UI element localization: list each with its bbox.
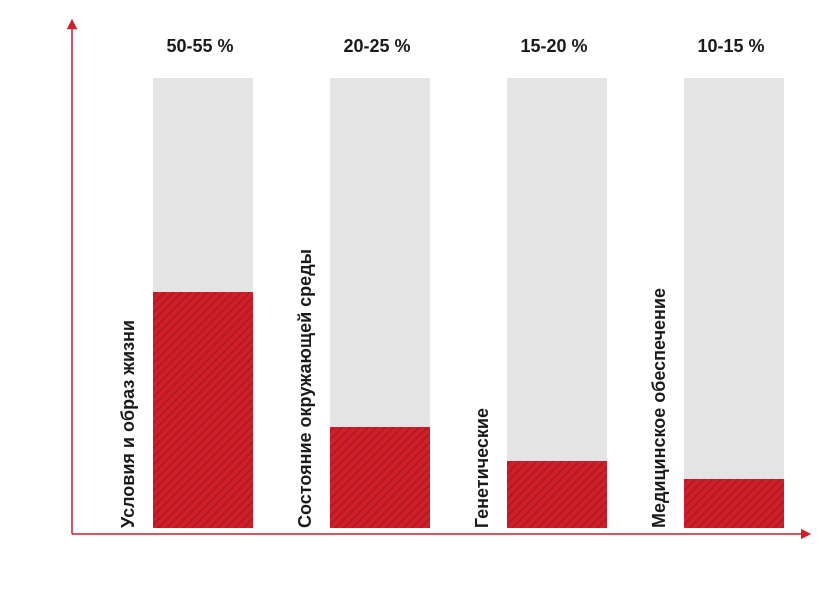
category-label: Условия и образ жизни [118,320,139,528]
plot-area: 50-55 % Условия и образ жизни 20-25 % Со… [88,36,790,532]
bar-fill [507,461,607,529]
bar-col: 20-25 % Состояние окружающей среды [293,36,461,532]
bar-fill [330,427,430,528]
bar-background [684,78,784,528]
value-label: 15-20 % [470,36,638,57]
bar-col: 50-55 % Условия и образ жизни [116,36,284,532]
bar [330,78,430,528]
bar [684,78,784,528]
health-factors-chart: 50-55 % Условия и образ жизни 20-25 % Со… [0,0,838,589]
bar-fill [684,479,784,529]
category-label: Состояние окружающей среды [295,249,316,528]
bar-col: 15-20 % Генетические [470,36,638,532]
category-label: Генетические [472,408,493,528]
category-label: Медицинское обеспечение [649,288,670,528]
value-label: 10-15 % [647,36,815,57]
value-label: 50-55 % [116,36,284,57]
bar-fill [153,292,253,528]
bar [507,78,607,528]
bar-col: 10-15 % Медицинское обеспечение [647,36,815,532]
bar [153,78,253,528]
value-label: 20-25 % [293,36,461,57]
